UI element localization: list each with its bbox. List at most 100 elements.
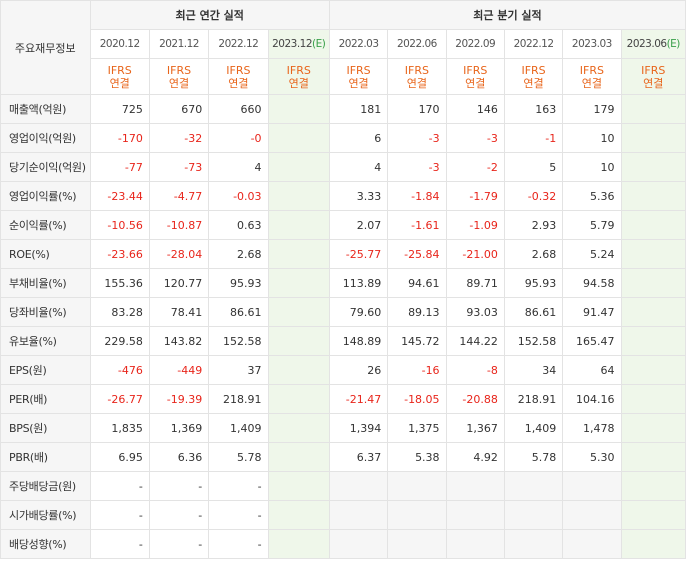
table-cell: 143.82 [148,326,210,356]
table-cell: -1 [503,123,564,153]
table-cell: -16 [387,355,447,385]
table-cell: 155.36 [89,268,150,298]
table-cell: -21.47 [328,384,389,414]
table-cell [620,529,687,559]
table-cell: 4.92 [445,442,505,472]
column-date-text: 2021.12 [159,38,199,50]
table-cell: 3.33 [328,181,389,211]
table-cell: 6 [328,123,389,153]
table-cell: 37 [208,355,269,385]
table-cell [620,326,687,356]
table-cell: 5 [503,152,564,182]
column-date: 2022.09 [445,29,505,59]
table-cell: 152.58 [208,326,269,356]
ifrs-text: IFRS [107,63,132,77]
table-cell: 10 [562,123,622,153]
table-cell [620,297,687,327]
table-cell [445,500,505,530]
table-cell: 1,835 [89,413,150,443]
table-cell [267,326,330,356]
consolidated-text: 연결 [168,76,190,90]
ifrs-text: IFRS [166,63,192,77]
ifrs-text: IFRS [579,63,604,77]
table-cell: 93.03 [445,297,505,327]
table-cell: 229.58 [89,326,150,356]
table-cell: 89.71 [445,268,505,298]
table-cell: 1,409 [503,413,564,443]
table-cell: 6.37 [328,442,389,472]
table-cell [267,355,330,385]
table-cell [620,268,687,298]
table-cell: -77 [89,152,150,182]
column-ifrs-label: IFRS 연결 [328,58,389,95]
table-row: 유보율(%) 229.58 143.82 152.58 148.89 145.72 144.… [0,326,687,356]
column-ifrs-label: IFRS 연결 [562,58,622,95]
table-cell: 86.61 [208,297,269,327]
table-cell: -28.04 [148,239,210,269]
table-cell: -449 [148,355,210,385]
table-cell [267,529,330,559]
table-cell [620,210,687,240]
consolidated-text: 연결 [288,76,309,90]
table-cell [267,268,330,298]
corner-label: 주요재무정보 [0,0,91,95]
row-label: 순이익률(%) [0,210,91,240]
table-cell [267,413,330,443]
table-cell: -73 [148,152,210,182]
column-ifrs-label: IFRS 연결 [208,58,269,95]
table-cell [620,94,687,124]
table-cell [445,529,505,559]
table-cell [328,529,389,559]
table-cell: 6.36 [148,442,210,472]
table-cell: 1,369 [148,413,210,443]
table-cell: 163 [503,94,564,124]
table-cell [267,94,330,124]
table-cell: -23.44 [89,181,150,211]
table-cell [562,500,622,530]
table-cell: 94.61 [387,268,447,298]
annual-results-title: 최근 연간 실적 [89,0,330,30]
table-cell [387,500,447,530]
table-cell: 79.60 [328,297,389,327]
table-cell [503,529,564,559]
table-cell: -20.88 [445,384,505,414]
row-label: BPS(원) [0,413,91,443]
table-row: 부채비율(%) 155.36 120.77 95.93 113.89 94.61 89.71… [0,268,687,298]
table-cell [267,239,330,269]
row-label: PBR(배) [0,442,91,472]
table-cell: -19.39 [148,384,210,414]
table-cell [267,181,330,211]
table-cell [267,152,330,182]
consolidated-text: 연결 [581,76,602,90]
table-row: EPS(원) -476 -449 37 26 -16 -8 34 64 [0,355,687,385]
table-cell: 218.91 [503,384,564,414]
table-cell: 5.78 [208,442,269,472]
table-cell: 6.95 [89,442,150,472]
consolidated-text: 연결 [465,76,486,90]
ifrs-text: IFRS [463,63,488,77]
table-cell: 218.91 [208,384,269,414]
table-cell: 1,394 [328,413,389,443]
table-cell [620,500,687,530]
table-cell [620,471,687,501]
table-cell: 120.77 [148,268,210,298]
estimate-mark: (E) [666,38,681,50]
table-cell: 83.28 [89,297,150,327]
ifrs-text: IFRS [346,63,371,77]
row-label: PER(배) [0,384,91,414]
table-cell: 2.68 [208,239,269,269]
ifrs-text: IFRS [404,63,429,77]
table-cell: -0.32 [503,181,564,211]
table-cell [503,500,564,530]
table-cell: 5.79 [562,210,622,240]
table-cell: - [208,529,269,559]
table-cell: -2 [445,152,505,182]
column-ifrs-label: IFRS 연결 [89,58,150,95]
table-row: 시가배당률(%) - - - [0,500,687,530]
table-cell [387,529,447,559]
table-cell: -10.87 [148,210,210,240]
table-cell [445,471,505,501]
table-row: 주당배당금(원) - - - [0,471,687,501]
table-cell: -3 [387,152,447,182]
